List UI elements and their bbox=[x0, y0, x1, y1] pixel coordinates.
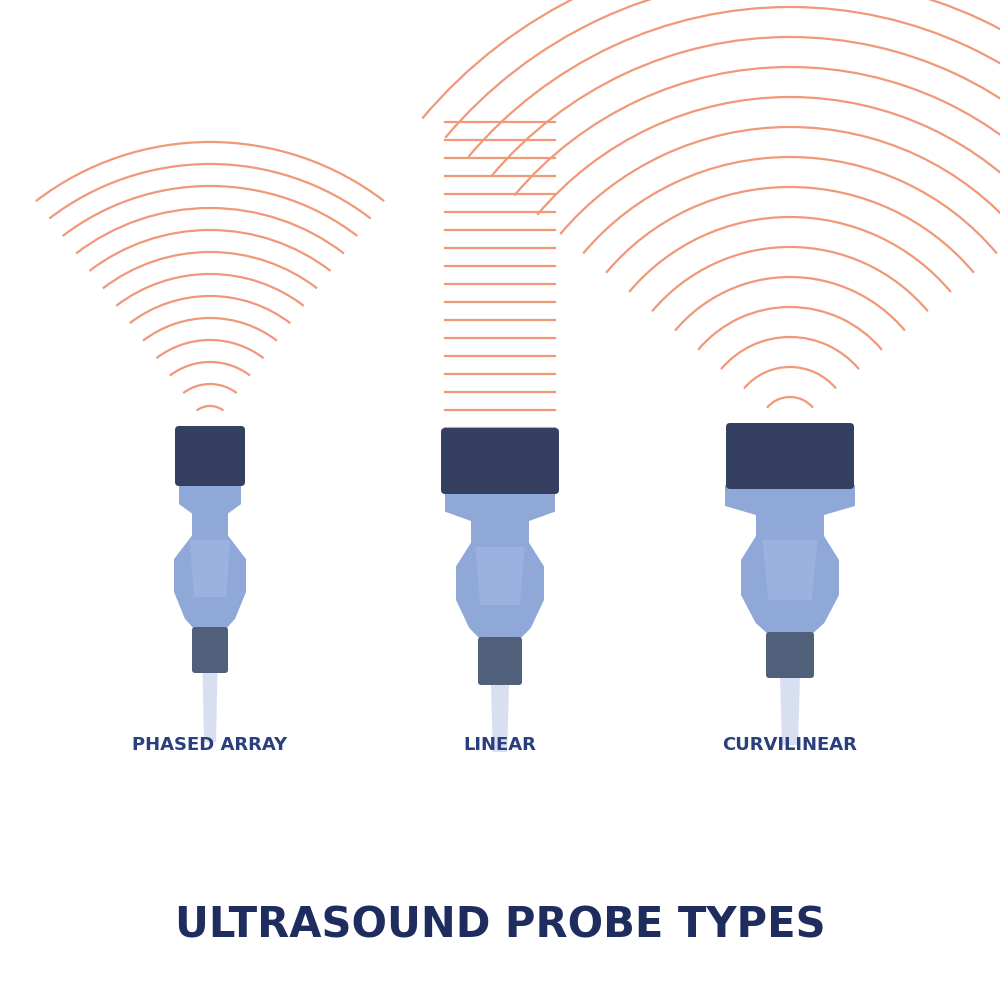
Polygon shape bbox=[780, 675, 800, 745]
FancyBboxPatch shape bbox=[478, 637, 522, 685]
Polygon shape bbox=[491, 682, 509, 752]
FancyBboxPatch shape bbox=[441, 428, 559, 494]
FancyBboxPatch shape bbox=[175, 426, 245, 486]
Polygon shape bbox=[202, 670, 218, 742]
Polygon shape bbox=[445, 490, 555, 640]
Text: LINEAR: LINEAR bbox=[464, 736, 536, 754]
Polygon shape bbox=[190, 540, 230, 597]
Polygon shape bbox=[725, 485, 855, 635]
FancyBboxPatch shape bbox=[192, 627, 228, 673]
Text: PHASED ARRAY: PHASED ARRAY bbox=[132, 736, 288, 754]
FancyBboxPatch shape bbox=[726, 423, 854, 489]
Polygon shape bbox=[174, 482, 246, 630]
Text: CURVILINEAR: CURVILINEAR bbox=[723, 736, 857, 754]
FancyBboxPatch shape bbox=[766, 632, 814, 678]
Polygon shape bbox=[475, 547, 525, 605]
Text: ULTRASOUND PROBE TYPES: ULTRASOUND PROBE TYPES bbox=[175, 904, 825, 946]
Polygon shape bbox=[763, 540, 817, 600]
